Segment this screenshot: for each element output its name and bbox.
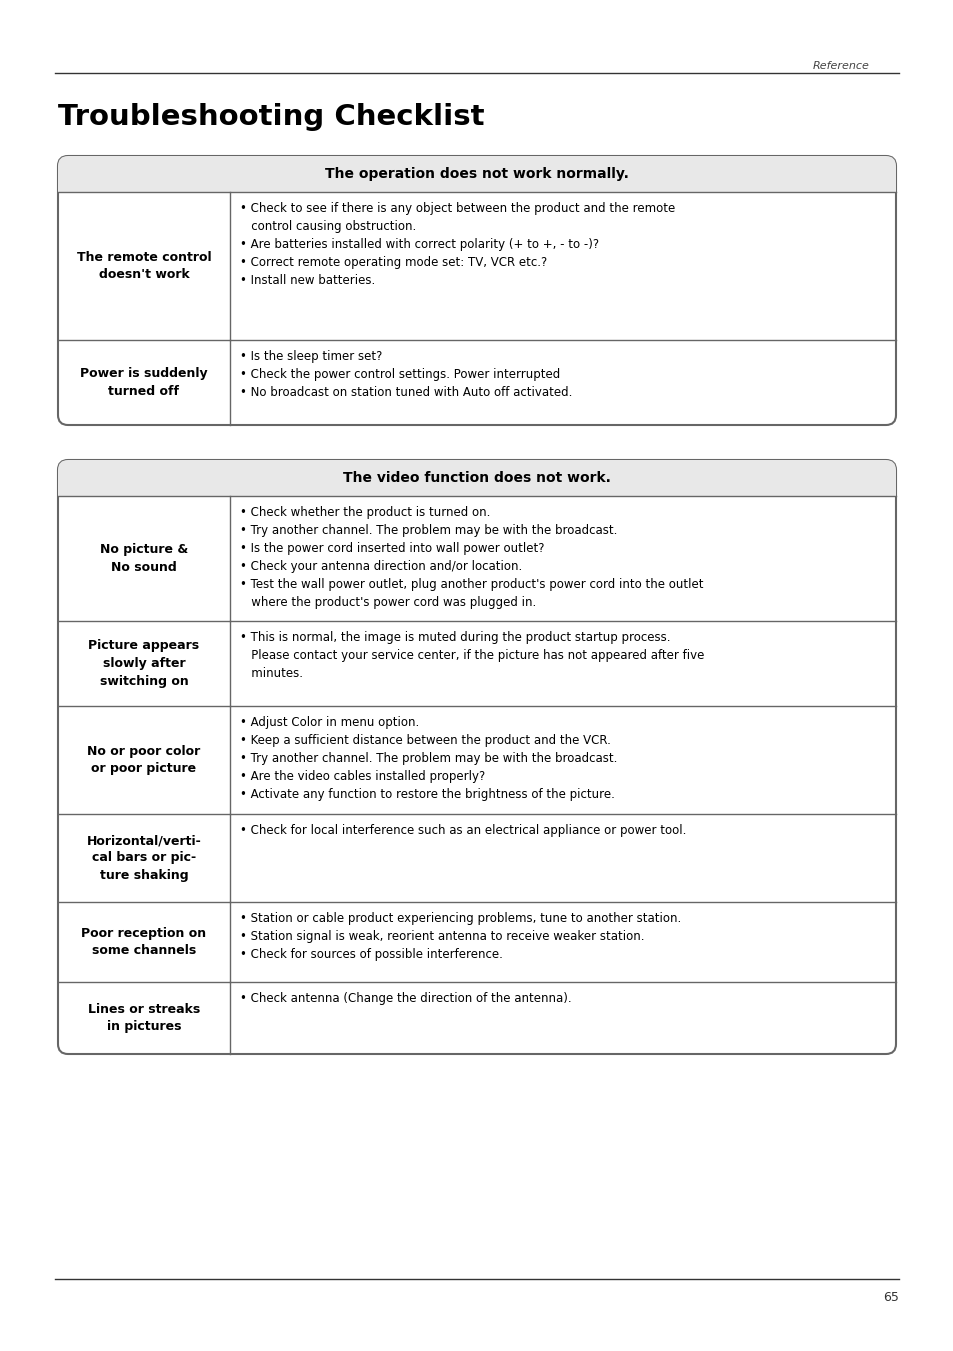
Text: The operation does not work normally.: The operation does not work normally. — [325, 168, 628, 181]
Text: 65: 65 — [882, 1292, 898, 1304]
Text: • Adjust Color in menu option.
• Keep a sufficient distance between the product : • Adjust Color in menu option. • Keep a … — [240, 716, 617, 801]
Bar — [58, 173, 895, 192]
FancyBboxPatch shape — [58, 459, 895, 496]
Text: • Check antenna (Change the direction of the antenna).: • Check antenna (Change the direction of… — [240, 992, 571, 1005]
Text: Reference: Reference — [812, 61, 869, 72]
Text: • Check for local interference such as an electrical appliance or power tool.: • Check for local interference such as a… — [240, 824, 685, 838]
Text: • Is the sleep timer set?
• Check the power control settings. Power interrupted
: • Is the sleep timer set? • Check the po… — [240, 350, 572, 399]
Text: No picture &
No sound: No picture & No sound — [100, 543, 188, 574]
Text: • This is normal, the image is muted during the product startup process.
   Plea: • This is normal, the image is muted dur… — [240, 631, 703, 680]
Text: Troubleshooting Checklist: Troubleshooting Checklist — [58, 103, 484, 131]
Text: • Check to see if there is any object between the product and the remote
   cont: • Check to see if there is any object be… — [240, 203, 675, 286]
Text: Poor reception on
some channels: Poor reception on some channels — [81, 927, 207, 958]
Text: The video function does not work.: The video function does not work. — [343, 471, 610, 485]
Text: Picture appears
slowly after
switching on: Picture appears slowly after switching o… — [89, 639, 199, 688]
Text: Horizontal/verti-
cal bars or pic-
ture shaking: Horizontal/verti- cal bars or pic- ture … — [87, 834, 201, 882]
Text: No or poor color
or poor picture: No or poor color or poor picture — [88, 744, 200, 775]
Text: • Check whether the product is turned on.
• Try another channel. The problem may: • Check whether the product is turned on… — [240, 507, 702, 609]
Text: Lines or streaks
in pictures: Lines or streaks in pictures — [88, 1002, 200, 1034]
Text: • Station or cable product experiencing problems, tune to another station.
• Sta: • Station or cable product experiencing … — [240, 912, 680, 961]
FancyBboxPatch shape — [58, 459, 895, 1054]
Text: The remote control
doesn't work: The remote control doesn't work — [76, 251, 212, 281]
FancyBboxPatch shape — [58, 155, 895, 192]
Text: Power is suddenly
turned off: Power is suddenly turned off — [80, 367, 208, 397]
Bar — [58, 477, 895, 496]
FancyBboxPatch shape — [58, 155, 895, 426]
